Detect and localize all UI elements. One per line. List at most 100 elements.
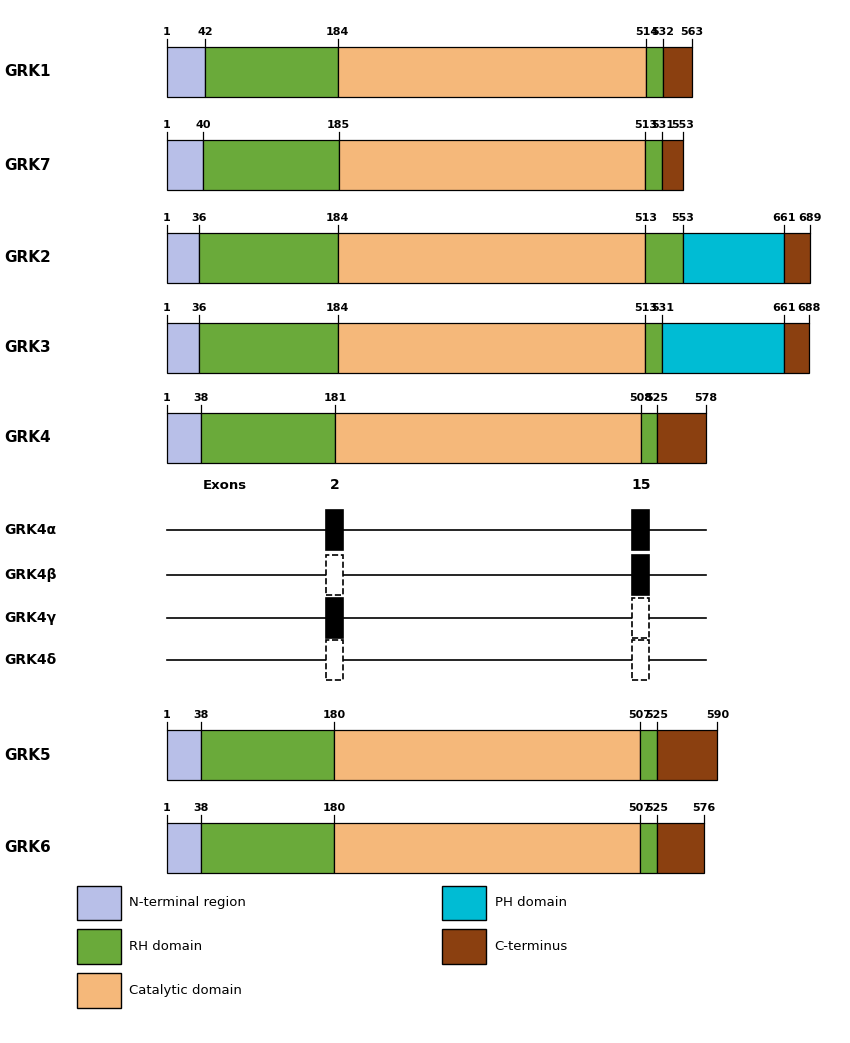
- Bar: [326, 510, 343, 550]
- Text: PH domain: PH domain: [495, 896, 567, 909]
- Text: 1: 1: [163, 213, 171, 222]
- Text: 553: 553: [672, 120, 694, 129]
- Bar: [337, 47, 646, 97]
- Bar: [167, 140, 203, 190]
- Bar: [632, 599, 649, 638]
- Bar: [442, 929, 486, 964]
- Text: 38: 38: [194, 709, 209, 720]
- Bar: [326, 640, 343, 680]
- Text: GRK4α: GRK4α: [4, 523, 56, 537]
- Text: GRK4β: GRK4β: [4, 568, 57, 582]
- Text: GRK1: GRK1: [4, 65, 51, 79]
- Text: 38: 38: [194, 392, 209, 403]
- Bar: [632, 510, 649, 550]
- Text: 184: 184: [326, 302, 349, 313]
- Text: 661: 661: [772, 302, 796, 313]
- Text: 36: 36: [191, 213, 207, 222]
- Text: 532: 532: [652, 26, 675, 37]
- Bar: [334, 823, 640, 873]
- Bar: [334, 730, 640, 780]
- Bar: [784, 323, 809, 373]
- Text: 2: 2: [330, 478, 340, 492]
- Bar: [167, 730, 201, 780]
- Text: 525: 525: [645, 709, 668, 720]
- Text: GRK5: GRK5: [4, 748, 51, 762]
- Text: 513: 513: [634, 302, 657, 313]
- Bar: [656, 413, 706, 463]
- Text: 40: 40: [196, 120, 211, 129]
- Bar: [76, 973, 121, 1008]
- Text: 661: 661: [772, 213, 796, 222]
- Text: 507: 507: [628, 709, 651, 720]
- Text: 15: 15: [631, 478, 650, 492]
- Text: GRK2: GRK2: [4, 250, 51, 266]
- Text: GRK6: GRK6: [4, 841, 51, 855]
- Bar: [663, 47, 692, 97]
- Bar: [326, 555, 343, 595]
- Text: 513: 513: [634, 213, 657, 222]
- Text: 180: 180: [322, 802, 346, 812]
- Bar: [784, 233, 810, 283]
- Text: GRK3: GRK3: [4, 340, 51, 356]
- Text: 689: 689: [798, 213, 822, 222]
- Bar: [201, 730, 334, 780]
- Bar: [632, 555, 649, 595]
- Bar: [326, 599, 343, 638]
- Text: 525: 525: [645, 392, 668, 403]
- Text: 1: 1: [163, 26, 171, 37]
- Bar: [76, 886, 121, 920]
- Text: 563: 563: [681, 26, 704, 37]
- Text: GRK7: GRK7: [4, 157, 51, 172]
- Text: 525: 525: [645, 802, 668, 812]
- Bar: [76, 929, 121, 964]
- Text: C-terminus: C-terminus: [495, 940, 568, 953]
- Bar: [337, 323, 645, 373]
- Bar: [337, 233, 645, 283]
- Bar: [167, 413, 201, 463]
- Bar: [201, 823, 334, 873]
- Text: 1: 1: [163, 302, 171, 313]
- Bar: [662, 323, 784, 373]
- Text: GRK4δ: GRK4δ: [4, 653, 56, 668]
- Text: 181: 181: [323, 392, 347, 403]
- Bar: [167, 233, 200, 283]
- Text: 514: 514: [635, 26, 658, 37]
- Bar: [645, 140, 662, 190]
- Bar: [641, 413, 656, 463]
- Text: 42: 42: [197, 26, 212, 37]
- Text: GRK4: GRK4: [4, 431, 51, 445]
- Text: 531: 531: [651, 302, 674, 313]
- Bar: [335, 413, 641, 463]
- Text: 513: 513: [634, 120, 657, 129]
- Bar: [200, 323, 337, 373]
- Text: 688: 688: [797, 302, 821, 313]
- Text: 180: 180: [322, 709, 346, 720]
- Bar: [205, 47, 337, 97]
- Text: 185: 185: [327, 120, 350, 129]
- Bar: [167, 823, 201, 873]
- Text: 1: 1: [163, 120, 171, 129]
- Bar: [201, 413, 335, 463]
- Bar: [167, 47, 205, 97]
- Text: 590: 590: [706, 709, 729, 720]
- Text: 531: 531: [651, 120, 674, 129]
- Bar: [200, 233, 337, 283]
- Bar: [645, 323, 662, 373]
- Bar: [640, 730, 656, 780]
- Text: 576: 576: [693, 802, 716, 812]
- Text: RH domain: RH domain: [129, 940, 202, 953]
- Bar: [442, 886, 486, 920]
- Text: 553: 553: [672, 213, 694, 222]
- Bar: [656, 730, 717, 780]
- Bar: [645, 233, 683, 283]
- Text: 578: 578: [694, 392, 717, 403]
- Text: 184: 184: [326, 26, 349, 37]
- Text: 184: 184: [326, 213, 349, 222]
- Text: 36: 36: [191, 302, 207, 313]
- Bar: [683, 233, 784, 283]
- Bar: [167, 323, 200, 373]
- Text: GRK4γ: GRK4γ: [4, 611, 56, 625]
- Text: N-terminal region: N-terminal region: [129, 896, 246, 909]
- Text: 1: 1: [163, 392, 171, 403]
- Text: 508: 508: [629, 392, 652, 403]
